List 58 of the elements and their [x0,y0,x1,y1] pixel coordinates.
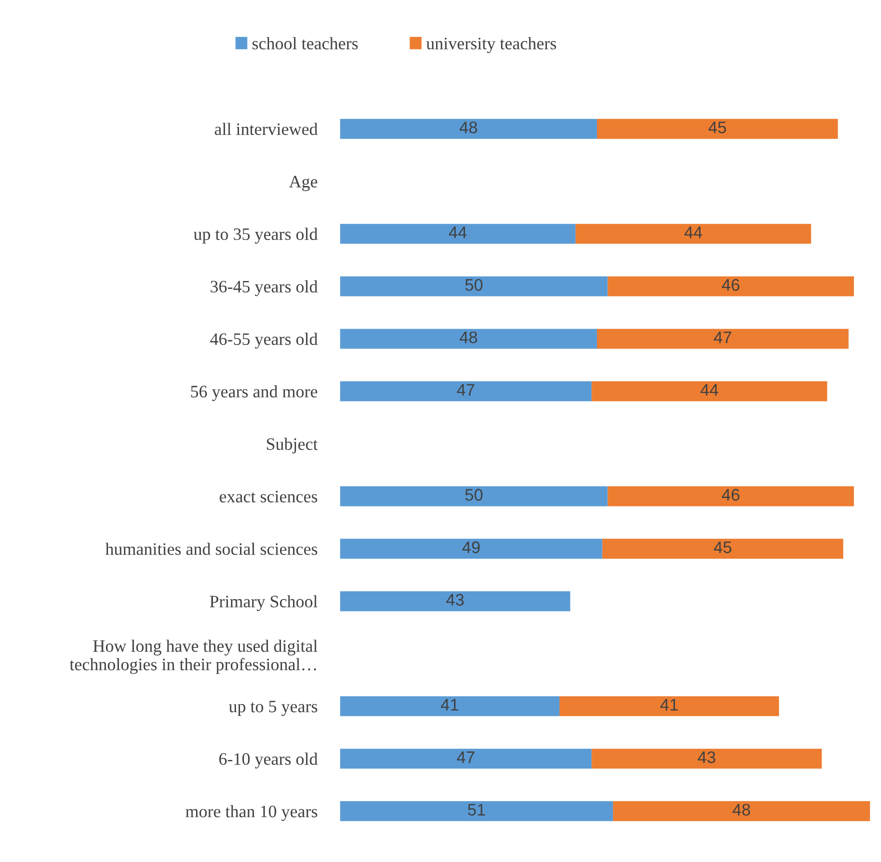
y-tick-label: more than 10 years [186,805,318,821]
bar [340,118,597,139]
data-label: 48 [732,804,750,816]
bar [340,748,592,769]
y-tick-label: 36-45 years old [210,280,318,296]
data-label: 50 [465,488,483,501]
data-label: 44 [684,226,702,238]
legend-label: school teachers [252,37,358,50]
bar [602,538,844,559]
data-label: 41 [660,699,678,710]
bar [608,276,854,296]
data-label: 43 [698,751,716,764]
bar [576,224,812,244]
y-tick-label: humanities and social sciences [105,542,318,555]
data-label: 48 [460,331,478,344]
legend-label: university teachers [426,37,556,53]
y-tick-label: How long have they used digital technologies in their professional… [70,640,318,674]
data-label: 45 [708,122,726,134]
data-label: 51 [468,804,486,816]
bar [340,696,560,716]
data-label: 47 [456,384,474,396]
data-label: 46 [722,278,740,291]
bar [592,748,822,769]
y-tick-label: all interviewed [214,122,318,136]
data-label: 45 [714,542,732,554]
bar [560,696,779,716]
bar [340,328,597,349]
bar [597,328,849,349]
y-tick-label: exact sciences [220,490,318,502]
bar [340,224,576,244]
data-label: 49 [462,541,480,554]
data-label: 47 [714,332,732,344]
bar [340,591,570,612]
data-label: 48 [460,122,478,134]
data-label: 43 [446,594,464,606]
data-label: 44 [700,384,718,396]
y-tick-label: Subject [266,438,318,454]
data-label: 41 [440,699,458,710]
bar [592,381,828,402]
data-label: 47 [456,752,474,763]
y-tick-label: Age [289,176,318,192]
bar [340,381,592,402]
y-tick-label: Primary School [210,595,318,611]
data-label: 50 [465,278,483,291]
y-tick-label: 56 years and more [191,385,318,402]
bar [597,118,838,139]
y-tick-label: up to 35 years old [194,228,318,244]
data-label: 46 [722,488,740,501]
y-tick-label: 46-55 years old [210,332,318,349]
y-tick-label: up to 5 years [228,700,318,716]
bar [613,801,870,822]
y-tick-label: 6-10 years old [219,752,318,768]
bar [340,801,614,822]
bar [608,486,854,506]
bar [340,276,608,296]
bar [340,538,602,559]
data-label: 44 [448,226,467,238]
bar [340,486,608,506]
